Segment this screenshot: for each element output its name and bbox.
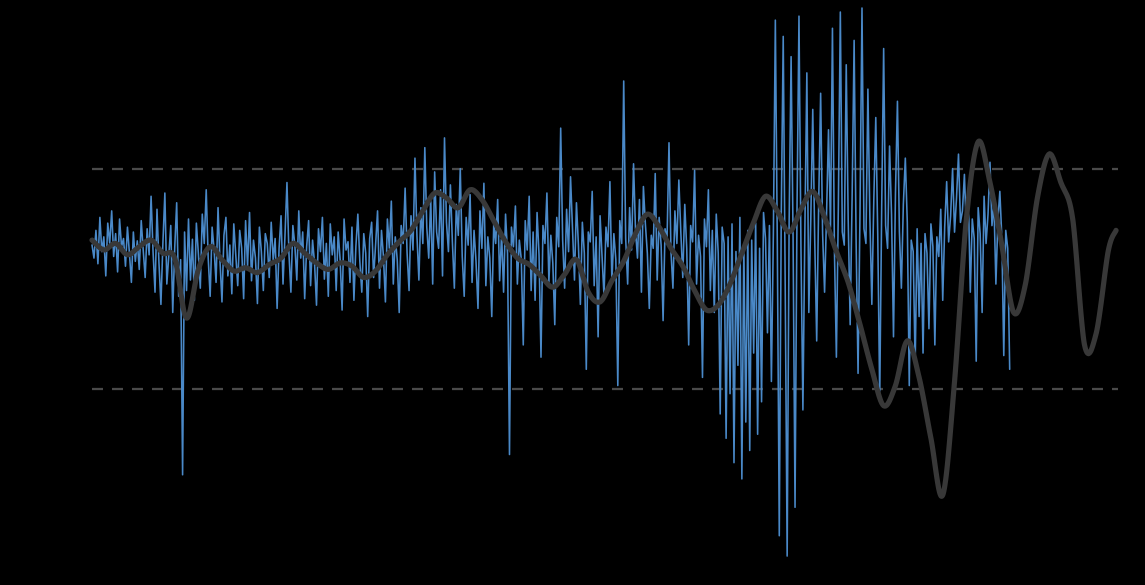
raw-series-line — [91, 7, 1011, 557]
raw-series-group — [91, 7, 1011, 557]
reference-lines-group — [92, 167, 1118, 391]
smoothed-series-group — [89, 138, 1119, 499]
smoothed-series-line — [89, 138, 1119, 499]
